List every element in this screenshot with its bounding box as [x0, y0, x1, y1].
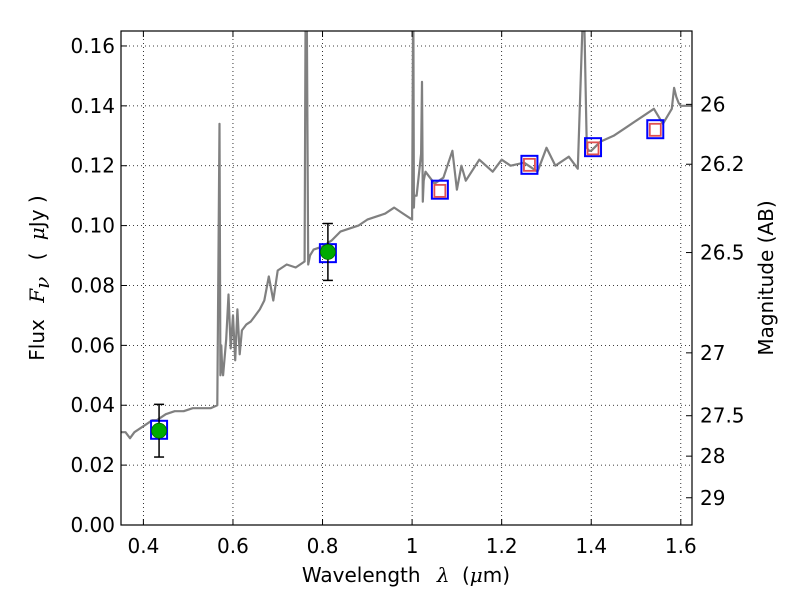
mag-tick-label: 29 — [700, 486, 725, 510]
x-axis-unit-rest: m) — [483, 563, 510, 587]
x-tick-label: 0.8 — [307, 534, 339, 558]
y-axis-unit-open: ( — [25, 253, 49, 261]
x-axis-lambda: λ — [436, 563, 450, 587]
spectrum-layer — [121, 31, 692, 440]
spectrum-line — [121, 31, 692, 440]
y-axis-label: Flux Fν ( μJy ) — [25, 195, 54, 360]
x-tick-label: 0.6 — [217, 534, 249, 558]
y-axis-nu: ν — [30, 277, 54, 289]
y-axis-F: F — [25, 288, 49, 304]
observed-band-square — [586, 141, 600, 156]
observed-band-square — [523, 157, 536, 172]
mag-tick-label: 27.5 — [700, 404, 745, 428]
x-tick-label: 1 — [406, 534, 419, 558]
x-tick-label: 1.6 — [665, 534, 697, 558]
y-tick-label: 0.14 — [70, 94, 115, 118]
plot-frame — [120, 30, 693, 526]
x-axis-label: Wavelength λ (μm) — [302, 563, 510, 587]
mag-tick-label: 27 — [700, 341, 725, 365]
tick-layer: 0.4 0.6 0.8 1 1.2 1.4 1.6 0.00 0.02 0.04 0.06 0.08 0… — [70, 31, 745, 558]
y-axis-unit-mu: μ — [25, 227, 49, 240]
y-tick-label: 0.12 — [70, 154, 115, 178]
detection-point — [151, 422, 167, 439]
detection-point — [320, 244, 336, 260]
y-tick-label: 0.16 — [70, 34, 115, 58]
y-tick-label: 0.00 — [70, 513, 115, 537]
x-tick-label: 1.4 — [575, 534, 607, 558]
x-axis-unit-mu: μ — [470, 563, 483, 587]
y-tick-label: 0.06 — [70, 333, 115, 357]
model-photometry-square — [646, 119, 665, 140]
y-tick-label: 0.08 — [70, 273, 115, 297]
x-tick-label: 1.2 — [486, 534, 518, 558]
y-axis-label-word: Flux — [25, 319, 49, 361]
y-tick-label: 0.10 — [70, 214, 115, 238]
y-tick-label: 0.02 — [70, 453, 115, 477]
mag-tick-label: 26.5 — [700, 241, 745, 265]
mag-tick-label: 26.2 — [700, 152, 745, 176]
magnitude-axis-label: Magnitude (AB) — [754, 200, 778, 355]
mag-tick-label: 26 — [700, 92, 725, 116]
model-photometry-square — [520, 154, 539, 175]
x-axis-label-word: Wavelength — [302, 563, 421, 587]
observed-band-square — [433, 183, 447, 198]
model-photometry-square — [584, 137, 603, 158]
observed-band-square — [648, 122, 662, 137]
y-axis-unit-rest: Jy ) — [25, 195, 49, 229]
x-axis-unit-open: ( — [462, 563, 470, 587]
x-tick-label: 0.4 — [127, 534, 159, 558]
model-photometry-square — [430, 179, 449, 200]
grid-lines — [121, 31, 692, 526]
y-tick-label: 0.04 — [70, 393, 115, 417]
marker-layer — [150, 119, 665, 458]
mag-tick-label: 28 — [700, 444, 725, 468]
